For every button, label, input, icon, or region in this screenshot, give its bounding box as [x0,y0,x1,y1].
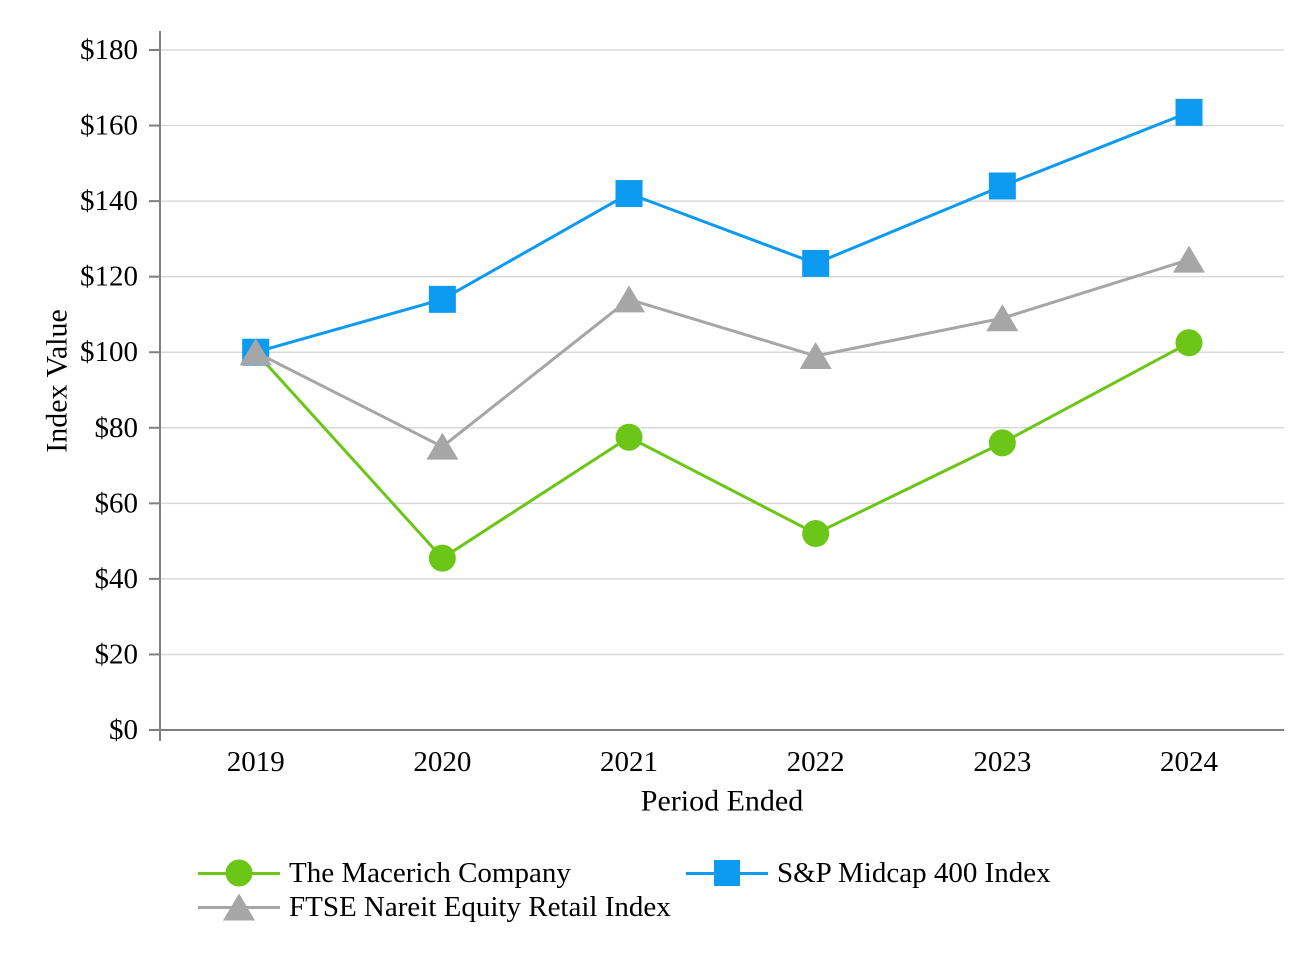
data-point-triangle [986,304,1019,332]
data-point-circle [1175,329,1203,357]
x-tick-label: 2024 [1160,746,1219,778]
data-point-circle [802,520,830,548]
y-tick-label: $160 [80,110,138,142]
data-point-circle [428,544,456,572]
y-tick-label: $180 [80,34,138,66]
y-tick-label: $80 [95,412,139,444]
x-tick-label: 2021 [600,746,658,778]
series-line-2 [255,258,1190,449]
legend-label: S&P Midcap 400 Index [777,857,1051,889]
data-point-circle [615,423,643,451]
chart-svg: $0 $20 $40 $60 $80 $100 $120 $140 $160 $180 2019 20… [41,31,1284,818]
y-tick-label: $40 [95,563,139,595]
triangle-marker-icon [223,893,255,921]
legend-item-ftse-nareit: FTSE Nareit Equity Retail Index [198,890,686,924]
data-point-square [1175,98,1203,126]
data-point-square [802,249,830,277]
legend-label: FTSE Nareit Equity Retail Index [289,891,671,923]
x-tick-label: 2022 [787,746,845,778]
legend-item-macerich: The Macerich Company [198,856,686,890]
y-tick-label: $100 [80,336,138,368]
ftse-nareit-legend-swatch [198,890,280,924]
y-tick-label: $20 [95,638,139,670]
data-point-circle [988,429,1016,457]
x-axis-title: Period Ended [641,785,803,818]
data-point-triangle [426,432,459,460]
y-tick-label: $140 [80,185,138,217]
data-point-square [615,180,643,208]
data-point-square [988,172,1016,200]
circle-marker-icon [225,859,253,887]
legend-label: The Macerich Company [289,857,571,889]
data-point-square [428,285,456,313]
data-point-triangle [239,338,272,366]
legend: The Macerich Company S&P Midcap 400 Inde… [198,856,1051,924]
macerich-legend-swatch [198,856,280,890]
data-point-triangle [1173,245,1205,273]
data-point-triangle [799,342,832,369]
sp-midcap-legend-swatch [686,856,768,890]
y-tick-label: $120 [80,261,138,293]
series-line-1 [255,110,1190,354]
x-tick-label: 2023 [973,746,1031,778]
x-tick-label: 2020 [413,746,471,778]
legend-item-sp-midcap: S&P Midcap 400 Index [686,856,1051,890]
x-tick-label: 2019 [227,746,285,778]
y-tick-label: $60 [95,487,139,519]
data-point-triangle [613,285,646,313]
y-tick-label: $0 [109,714,138,746]
square-marker-icon [714,860,740,886]
series-line-0 [254,341,1190,561]
chart-plot-area: $0 $20 $40 $60 $80 $100 $120 $140 $160 $180 2019 20… [80,31,1284,778]
y-axis-title: Index Value [41,309,74,453]
